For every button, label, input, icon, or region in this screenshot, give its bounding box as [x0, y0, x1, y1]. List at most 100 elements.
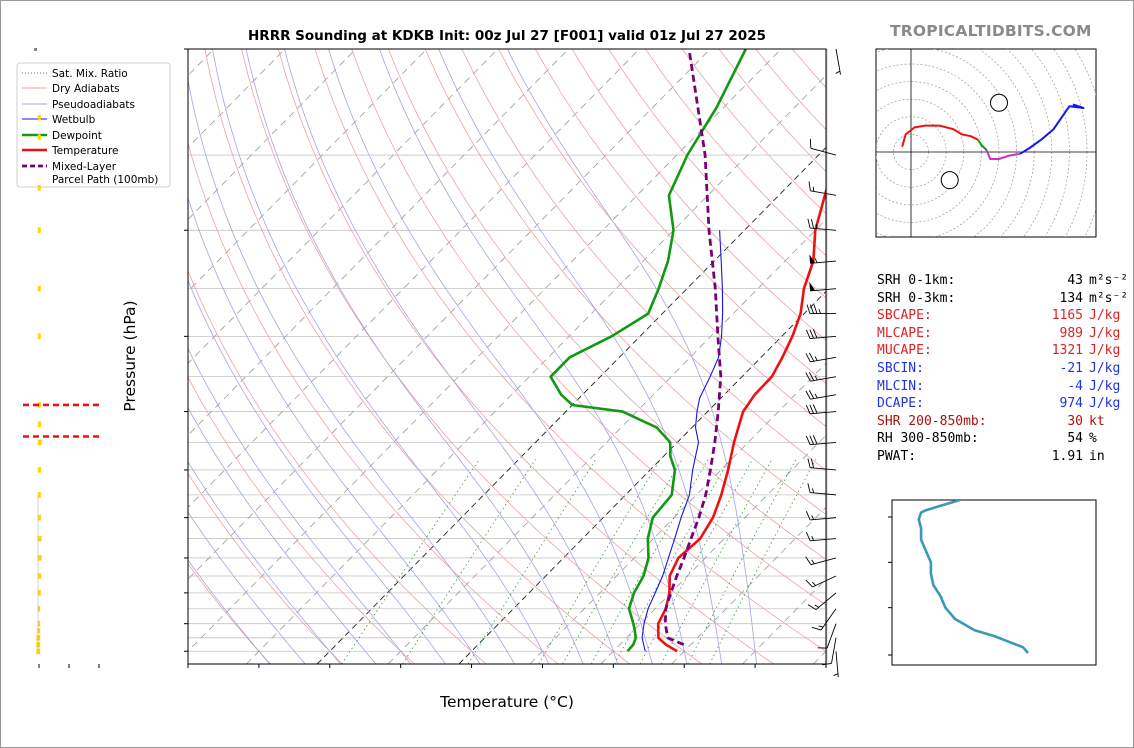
wind-barb-flag	[809, 254, 816, 264]
theta-e-clip	[917, 500, 1029, 654]
wind-barb	[809, 282, 837, 292]
pseudoadiabat-line	[284, 49, 619, 664]
wind-barb-full	[807, 604, 817, 610]
stat-label: SBCIN:	[877, 360, 924, 376]
wind-barb-flag	[809, 282, 816, 291]
pseudoadiabat-line	[188, 347, 412, 664]
pseudoadiabat-line	[245, 49, 584, 664]
wind-barb-full	[809, 404, 814, 414]
wind-barb-full	[822, 662, 832, 666]
omega-bar-cap	[37, 421, 42, 428]
omega-top-marker	[34, 48, 37, 51]
dry-adiabat-line	[204, 49, 631, 664]
wind-barb-full	[807, 458, 811, 468]
hodograph-frame	[875, 48, 1097, 238]
stat-value: 1165	[1051, 308, 1083, 324]
mixing-ratio-line	[538, 459, 661, 664]
wind-barb	[805, 352, 837, 363]
pseudoadiabat-line	[212, 49, 550, 664]
wind-barb	[835, 48, 841, 75]
wind-barb	[805, 531, 837, 542]
pseudoadiabat-line	[188, 407, 377, 664]
omega-bar-cap	[37, 184, 41, 191]
wind-barb-staff	[835, 651, 839, 678]
wind-barb-half	[814, 258, 818, 263]
skewt-plot-frame	[187, 48, 827, 665]
wind-barb-staff	[810, 492, 837, 496]
wind-barb-full	[809, 435, 814, 445]
omega-panel	[23, 48, 100, 668]
dry-adiabat-line	[571, 49, 826, 341]
legend-label: Dewpoint	[52, 130, 102, 142]
legend-label: Temperature	[51, 145, 119, 157]
stat-value: 54	[1067, 431, 1083, 447]
wind-barb-full	[811, 626, 822, 631]
mixing-ratio-line	[341, 459, 480, 664]
dry-adiabat-line	[277, 49, 774, 664]
stat-row: SRH 0-1km: 43 m²s⁻²	[877, 272, 1128, 290]
dewpoint-line	[549, 49, 747, 653]
wind-barb-full	[808, 352, 815, 362]
stat-unit: J/kg	[1089, 343, 1121, 359]
hodograph-panel	[875, 48, 1097, 238]
stat-row: PWAT: 1.91 in	[877, 448, 1128, 466]
wind-barb-staff	[812, 575, 837, 588]
temperature-line	[656, 186, 826, 653]
omega-bar-cap	[37, 620, 41, 627]
dry-adiabat-line	[351, 49, 826, 606]
stat-unit: in	[1089, 448, 1105, 464]
wind-barb-staff	[810, 147, 837, 156]
wind-barb-full	[807, 218, 811, 229]
wind-barb	[807, 218, 837, 231]
stat-row: SRH 0-3km: 134 m²s⁻²	[877, 290, 1128, 308]
wind-barb-staff	[810, 376, 837, 382]
pseudoadiabat-line	[188, 511, 306, 664]
legend-label: Sat. Mix. Ratio	[52, 68, 128, 80]
legend-label: Dry Adiabats	[52, 83, 120, 95]
wind-barb-full	[805, 353, 811, 363]
dry-adiabat-line	[188, 472, 343, 664]
wind-barb-staff	[820, 608, 837, 631]
stat-unit: J/kg	[1089, 308, 1121, 324]
wind-barb-full	[808, 372, 815, 381]
wind-barb-full	[810, 304, 814, 314]
stat-value: 974	[1059, 396, 1083, 412]
wind-barb-full	[805, 372, 811, 382]
wind-barb-full	[810, 218, 815, 229]
dry-adiabat-line	[188, 563, 271, 664]
stat-unit: J/kg	[1089, 396, 1121, 412]
wind-barb	[833, 651, 839, 678]
wind-barb-full	[812, 404, 818, 414]
wind-barb	[805, 556, 837, 566]
wind-barb	[808, 181, 837, 196]
dry-adiabat-line	[534, 49, 826, 384]
stat-row: SBCIN: -21 J/kg	[877, 360, 1128, 378]
stat-value: 989	[1059, 325, 1083, 341]
wind-barb-full	[805, 531, 811, 542]
wind-barb-full	[810, 458, 815, 469]
stat-label: MLCAPE:	[877, 325, 932, 341]
skewt-axes	[184, 48, 827, 668]
wetbulb-line	[641, 230, 724, 652]
stat-unit: %	[1089, 431, 1097, 447]
stat-row: RH 300-850mb: 54%	[877, 430, 1128, 448]
wind-barb-full	[808, 181, 811, 191]
wind-barb-full	[805, 390, 811, 400]
stat-label: SRH 0-3km:	[877, 290, 956, 306]
wind-barb-staff	[810, 517, 837, 521]
wind-barb	[807, 458, 837, 471]
wind-barb	[817, 623, 837, 649]
wind-barb	[822, 637, 837, 666]
stat-unit: kt	[1089, 413, 1105, 429]
mixing-ratio-line	[467, 459, 597, 664]
wind-barb-half	[818, 625, 824, 628]
wind-barb-staff	[835, 48, 841, 75]
isotherm-line	[316, 146, 826, 664]
hodograph-trace	[977, 139, 988, 151]
hodograph-trace	[985, 149, 1021, 160]
omega-bar-cap	[37, 605, 41, 612]
wind-barb-half	[818, 308, 821, 314]
stat-unit: m²s⁻²	[1089, 273, 1129, 288]
pseudoadiabat-line	[188, 559, 270, 664]
omega-bar-cap	[37, 535, 42, 542]
